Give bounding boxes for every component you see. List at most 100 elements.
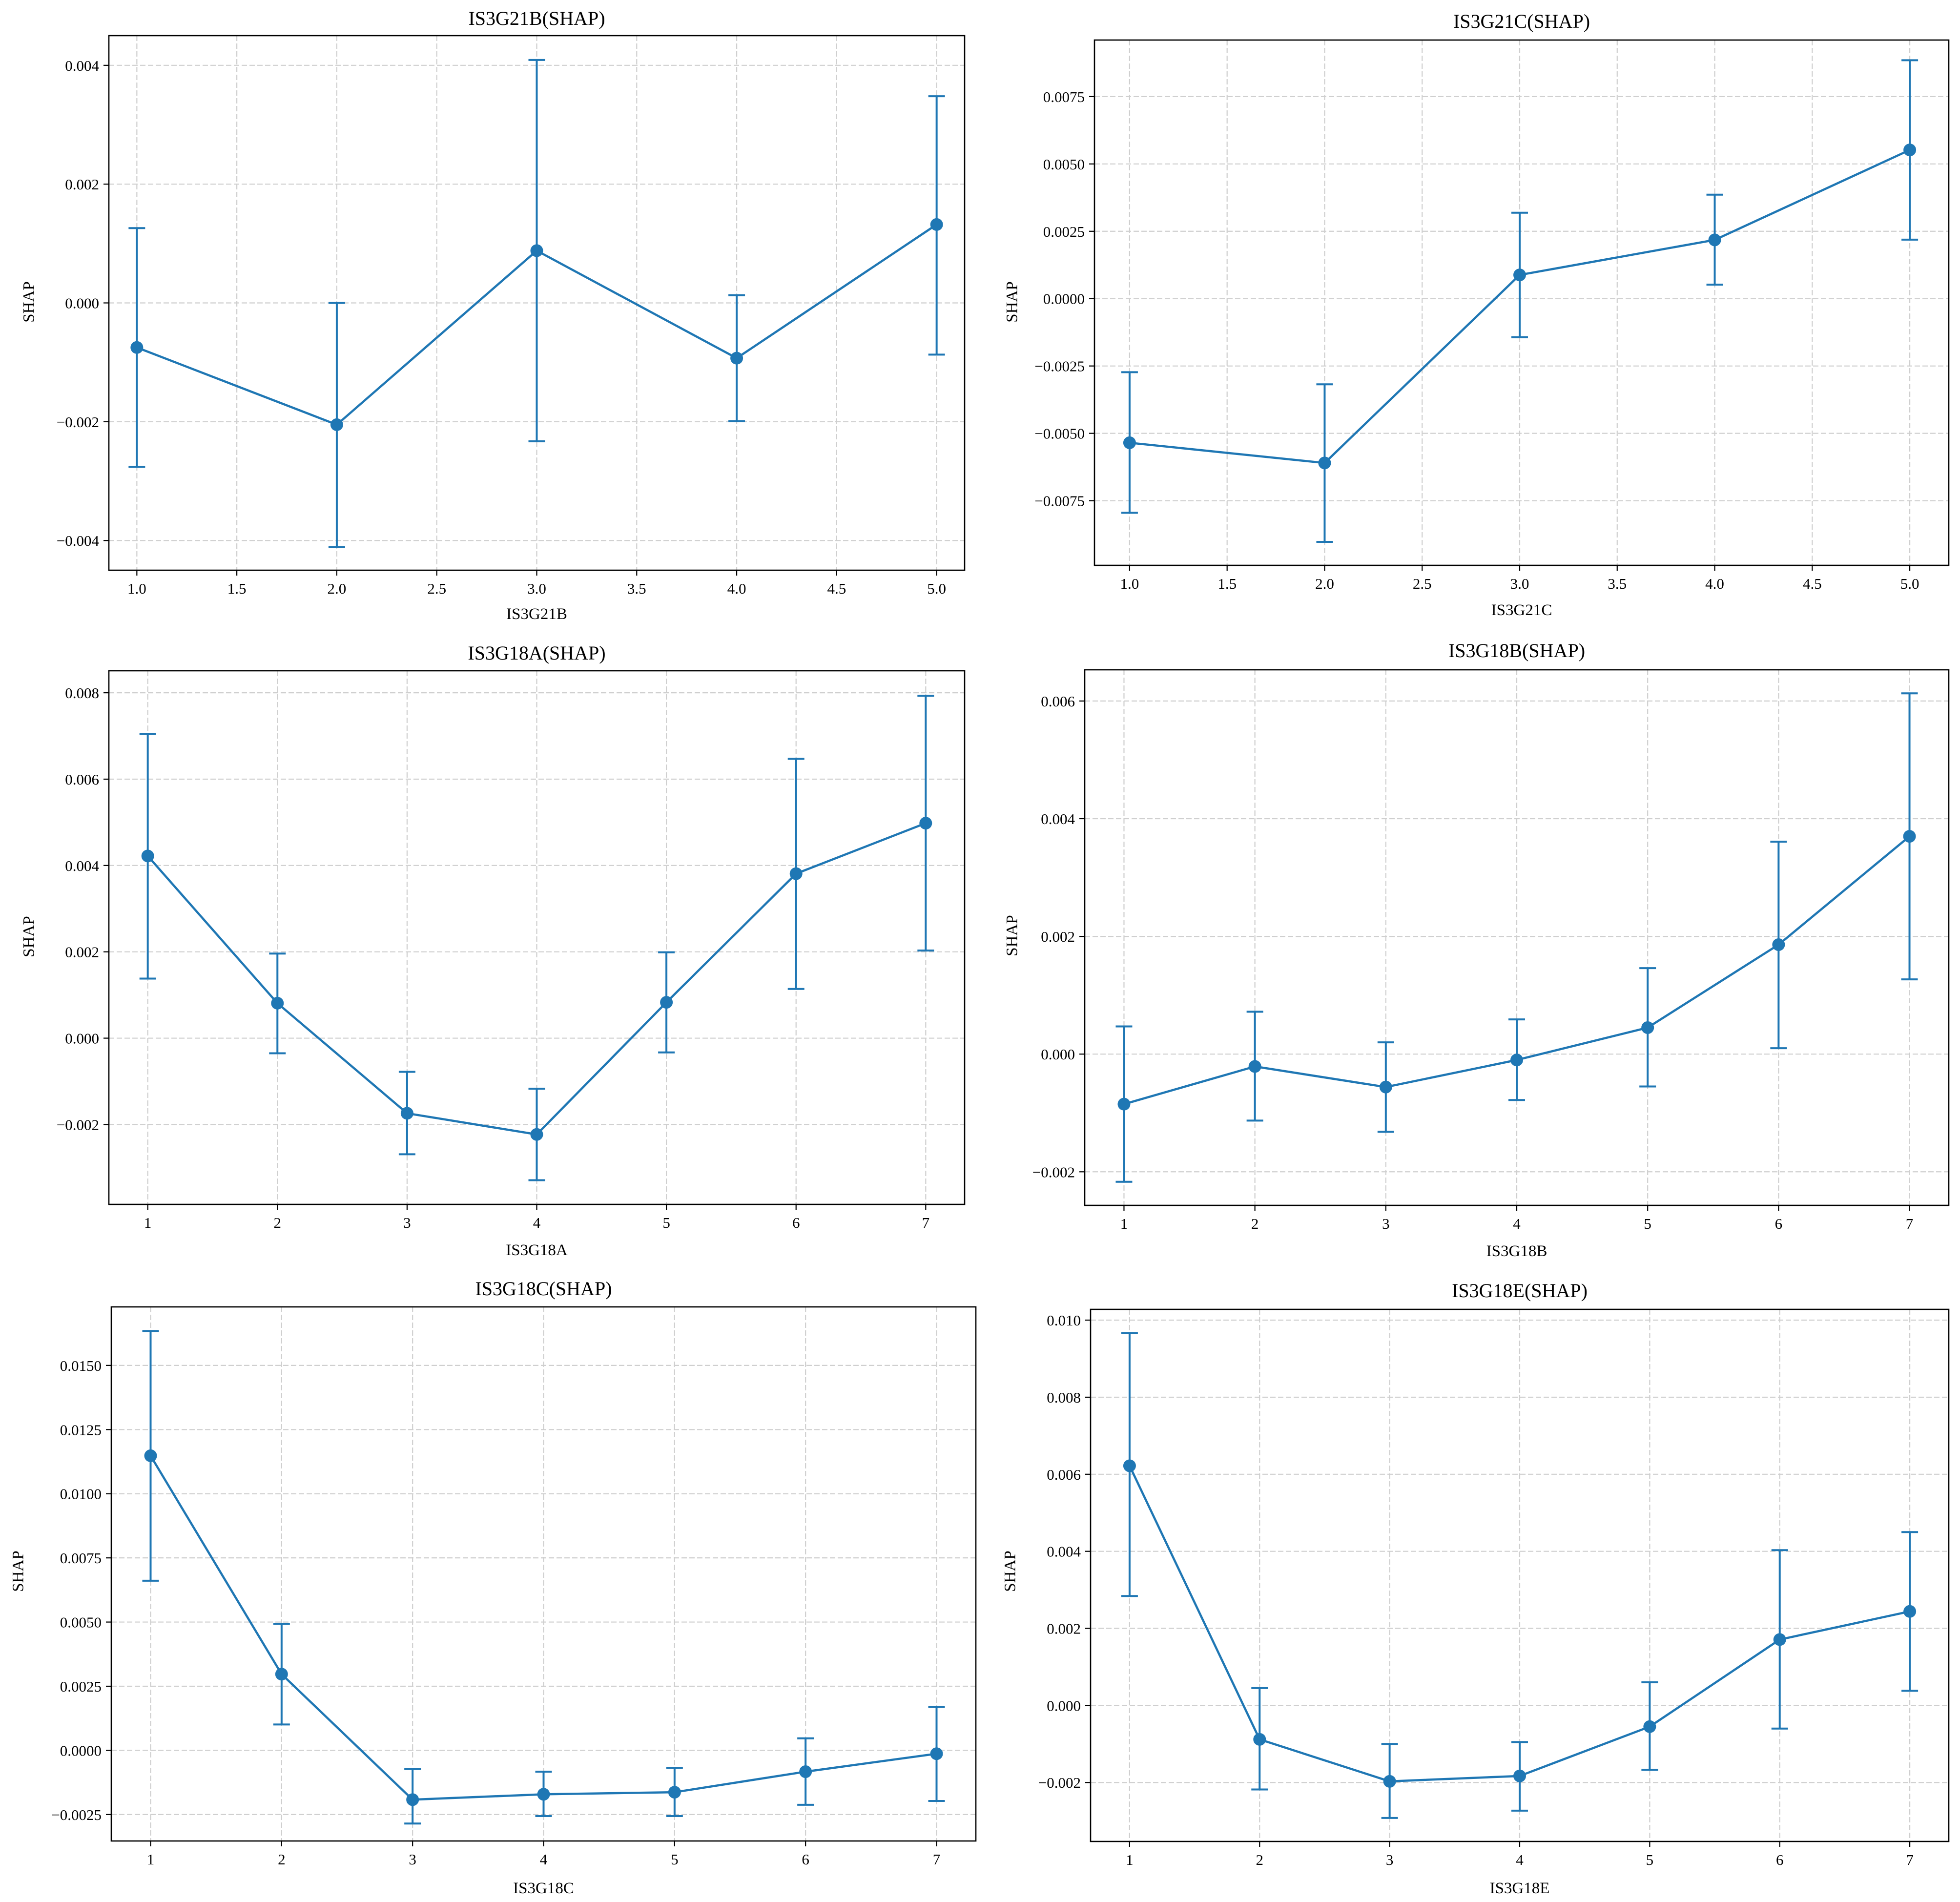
y-tick-label: 0.004 (65, 857, 99, 874)
y-tick-label: 0.010 (1047, 1312, 1081, 1329)
x-tick-label: 3 (409, 1851, 416, 1868)
x-tick-label: 2.0 (328, 580, 347, 597)
y-tick-label: 0.006 (65, 771, 99, 788)
x-tick-label: 4 (540, 1851, 548, 1868)
axes-frame (1093, 39, 1950, 566)
x-tick-label: 7 (1906, 1851, 1914, 1868)
x-tick-label: 1 (1120, 1215, 1128, 1232)
subplot-is3g18c: IS3G18C(SHAP) 1 2 3 4 5 6 7 −0.0025 0.0000 0.0025… (0, 1269, 980, 1902)
y-tick-label: −0.002 (57, 1116, 99, 1133)
data-point (271, 996, 284, 1010)
y-tick-label: 0.0025 (1043, 223, 1085, 240)
y-tick-label: −0.0025 (51, 1806, 102, 1823)
x-tick-label: 2.5 (1413, 575, 1432, 592)
data-point (919, 817, 932, 830)
data-point (141, 849, 154, 863)
data-point (130, 341, 144, 354)
x-axis-label: IS3G18E (1489, 1880, 1550, 1897)
y-tick-label: 0.008 (1047, 1389, 1081, 1406)
x-tick-label: 4 (1513, 1215, 1521, 1232)
chart-title: IS3G18C(SHAP) (475, 1278, 612, 1300)
y-axis-label: SHAP (20, 281, 38, 323)
data-point (1641, 1021, 1654, 1034)
x-tick-label: 1 (1126, 1851, 1134, 1868)
x-tick-label: 1.0 (127, 580, 146, 597)
data-point (144, 1449, 157, 1462)
y-tick-label: 0.0050 (60, 1614, 102, 1631)
subplot-is3g18e: IS3G18E(SHAP) 1 2 3 4 5 6 7 −0.002 0.000 0.002 0.0… (980, 1269, 1960, 1902)
x-tick-label: 2.5 (427, 580, 446, 597)
x-tick-label: 1 (144, 1214, 152, 1231)
subplot-is3g21b: IS3G21B(SHAP) 1.0 1.5 2.0 2.5 3.0 3.5 4.0 4.5 5.… (0, 0, 980, 635)
y-tick-label: 0.004 (1047, 1543, 1081, 1560)
y-tick-label: 0.002 (1047, 1620, 1081, 1637)
x-axis-label: IS3G18B (1486, 1242, 1547, 1260)
x-tick-label: 5 (1646, 1851, 1654, 1868)
y-tick-label: −0.0025 (1034, 358, 1085, 375)
x-tick-label: 2 (1251, 1215, 1259, 1232)
y-tick-label: 0.006 (1047, 1466, 1081, 1483)
axes-frame (108, 35, 966, 571)
x-tick-label: 3.0 (1510, 575, 1529, 592)
y-tick-label: 0.0075 (60, 1550, 102, 1567)
y-tick-label: 0.0075 (1043, 88, 1085, 105)
plot-area: 1 2 3 4 5 6 7 −0.002 0.000 0.002 0.004 0.006 0.008 0.… (1038, 1308, 1950, 1868)
y-tick-label: 0.002 (1041, 928, 1075, 945)
x-tick-label: 4.0 (727, 580, 746, 597)
data-point (1253, 1733, 1266, 1746)
x-axis-label: IS3G21B (506, 605, 567, 623)
x-tick-label: 7 (933, 1851, 941, 1868)
data-point (789, 867, 803, 880)
data-point (530, 244, 543, 257)
y-tick-label: 0.004 (1041, 810, 1075, 827)
data-point (1903, 1605, 1917, 1618)
y-tick-label: 0.000 (65, 295, 99, 312)
x-tick-label: 1.0 (1120, 575, 1139, 592)
data-point (1513, 269, 1527, 282)
data-point (1513, 1769, 1526, 1782)
data-point (799, 1765, 812, 1778)
chart-title: IS3G18A(SHAP) (468, 642, 606, 664)
x-tick-label: 3 (1382, 1215, 1390, 1232)
y-axis-label: SHAP (20, 916, 38, 957)
x-tick-label: 6 (802, 1851, 809, 1868)
plot-area: 1 2 3 4 5 6 7 −0.0025 0.0000 0.0025 0.0050 0.0075 0.… (51, 1306, 977, 1868)
data-point (1123, 1459, 1136, 1472)
x-axis-label: IS3G21C (1491, 601, 1552, 619)
y-tick-label: 0.0000 (60, 1742, 102, 1759)
data-point (1772, 938, 1785, 951)
x-tick-label: 6 (1775, 1215, 1783, 1232)
y-tick-label: 0.0000 (1043, 290, 1085, 308)
x-tick-label: 6 (1776, 1851, 1784, 1868)
x-tick-label: 2 (1256, 1851, 1264, 1868)
data-point (1510, 1054, 1523, 1067)
chart-title: IS3G21B(SHAP) (468, 7, 605, 29)
y-tick-label: 0.000 (1041, 1046, 1075, 1063)
data-point (406, 1793, 419, 1806)
data-point (668, 1786, 681, 1799)
x-axis-label: IS3G18C (513, 1880, 574, 1897)
data-point (1773, 1633, 1786, 1646)
y-tick-label: −0.002 (1032, 1163, 1075, 1180)
y-tick-label: 0.0100 (60, 1486, 102, 1503)
x-tick-label: 4 (533, 1214, 541, 1231)
data-point (1643, 1720, 1656, 1733)
y-axis-label: SHAP (9, 1551, 27, 1592)
plot-area: 1.0 1.5 2.0 2.5 3.0 3.5 4.0 4.5 5.0 −0.004 −0.002 0… (57, 35, 966, 597)
x-axis-label: IS3G18A (506, 1241, 568, 1259)
x-tick-label: 1.5 (227, 580, 247, 597)
axes-frame (1090, 1308, 1950, 1842)
data-point (400, 1107, 413, 1120)
x-tick-label: 4.5 (1803, 575, 1822, 592)
data-point (660, 996, 673, 1009)
x-tick-label: 5 (662, 1214, 670, 1231)
y-tick-label: −0.0050 (1034, 425, 1085, 442)
y-axis-label: SHAP (1001, 1551, 1019, 1592)
x-tick-label: 2 (274, 1214, 282, 1231)
y-tick-label: −0.004 (57, 532, 100, 549)
axes-frame (108, 670, 966, 1205)
x-tick-label: 1.5 (1217, 575, 1237, 592)
x-tick-label: 7 (1906, 1215, 1914, 1232)
data-point (537, 1788, 550, 1801)
